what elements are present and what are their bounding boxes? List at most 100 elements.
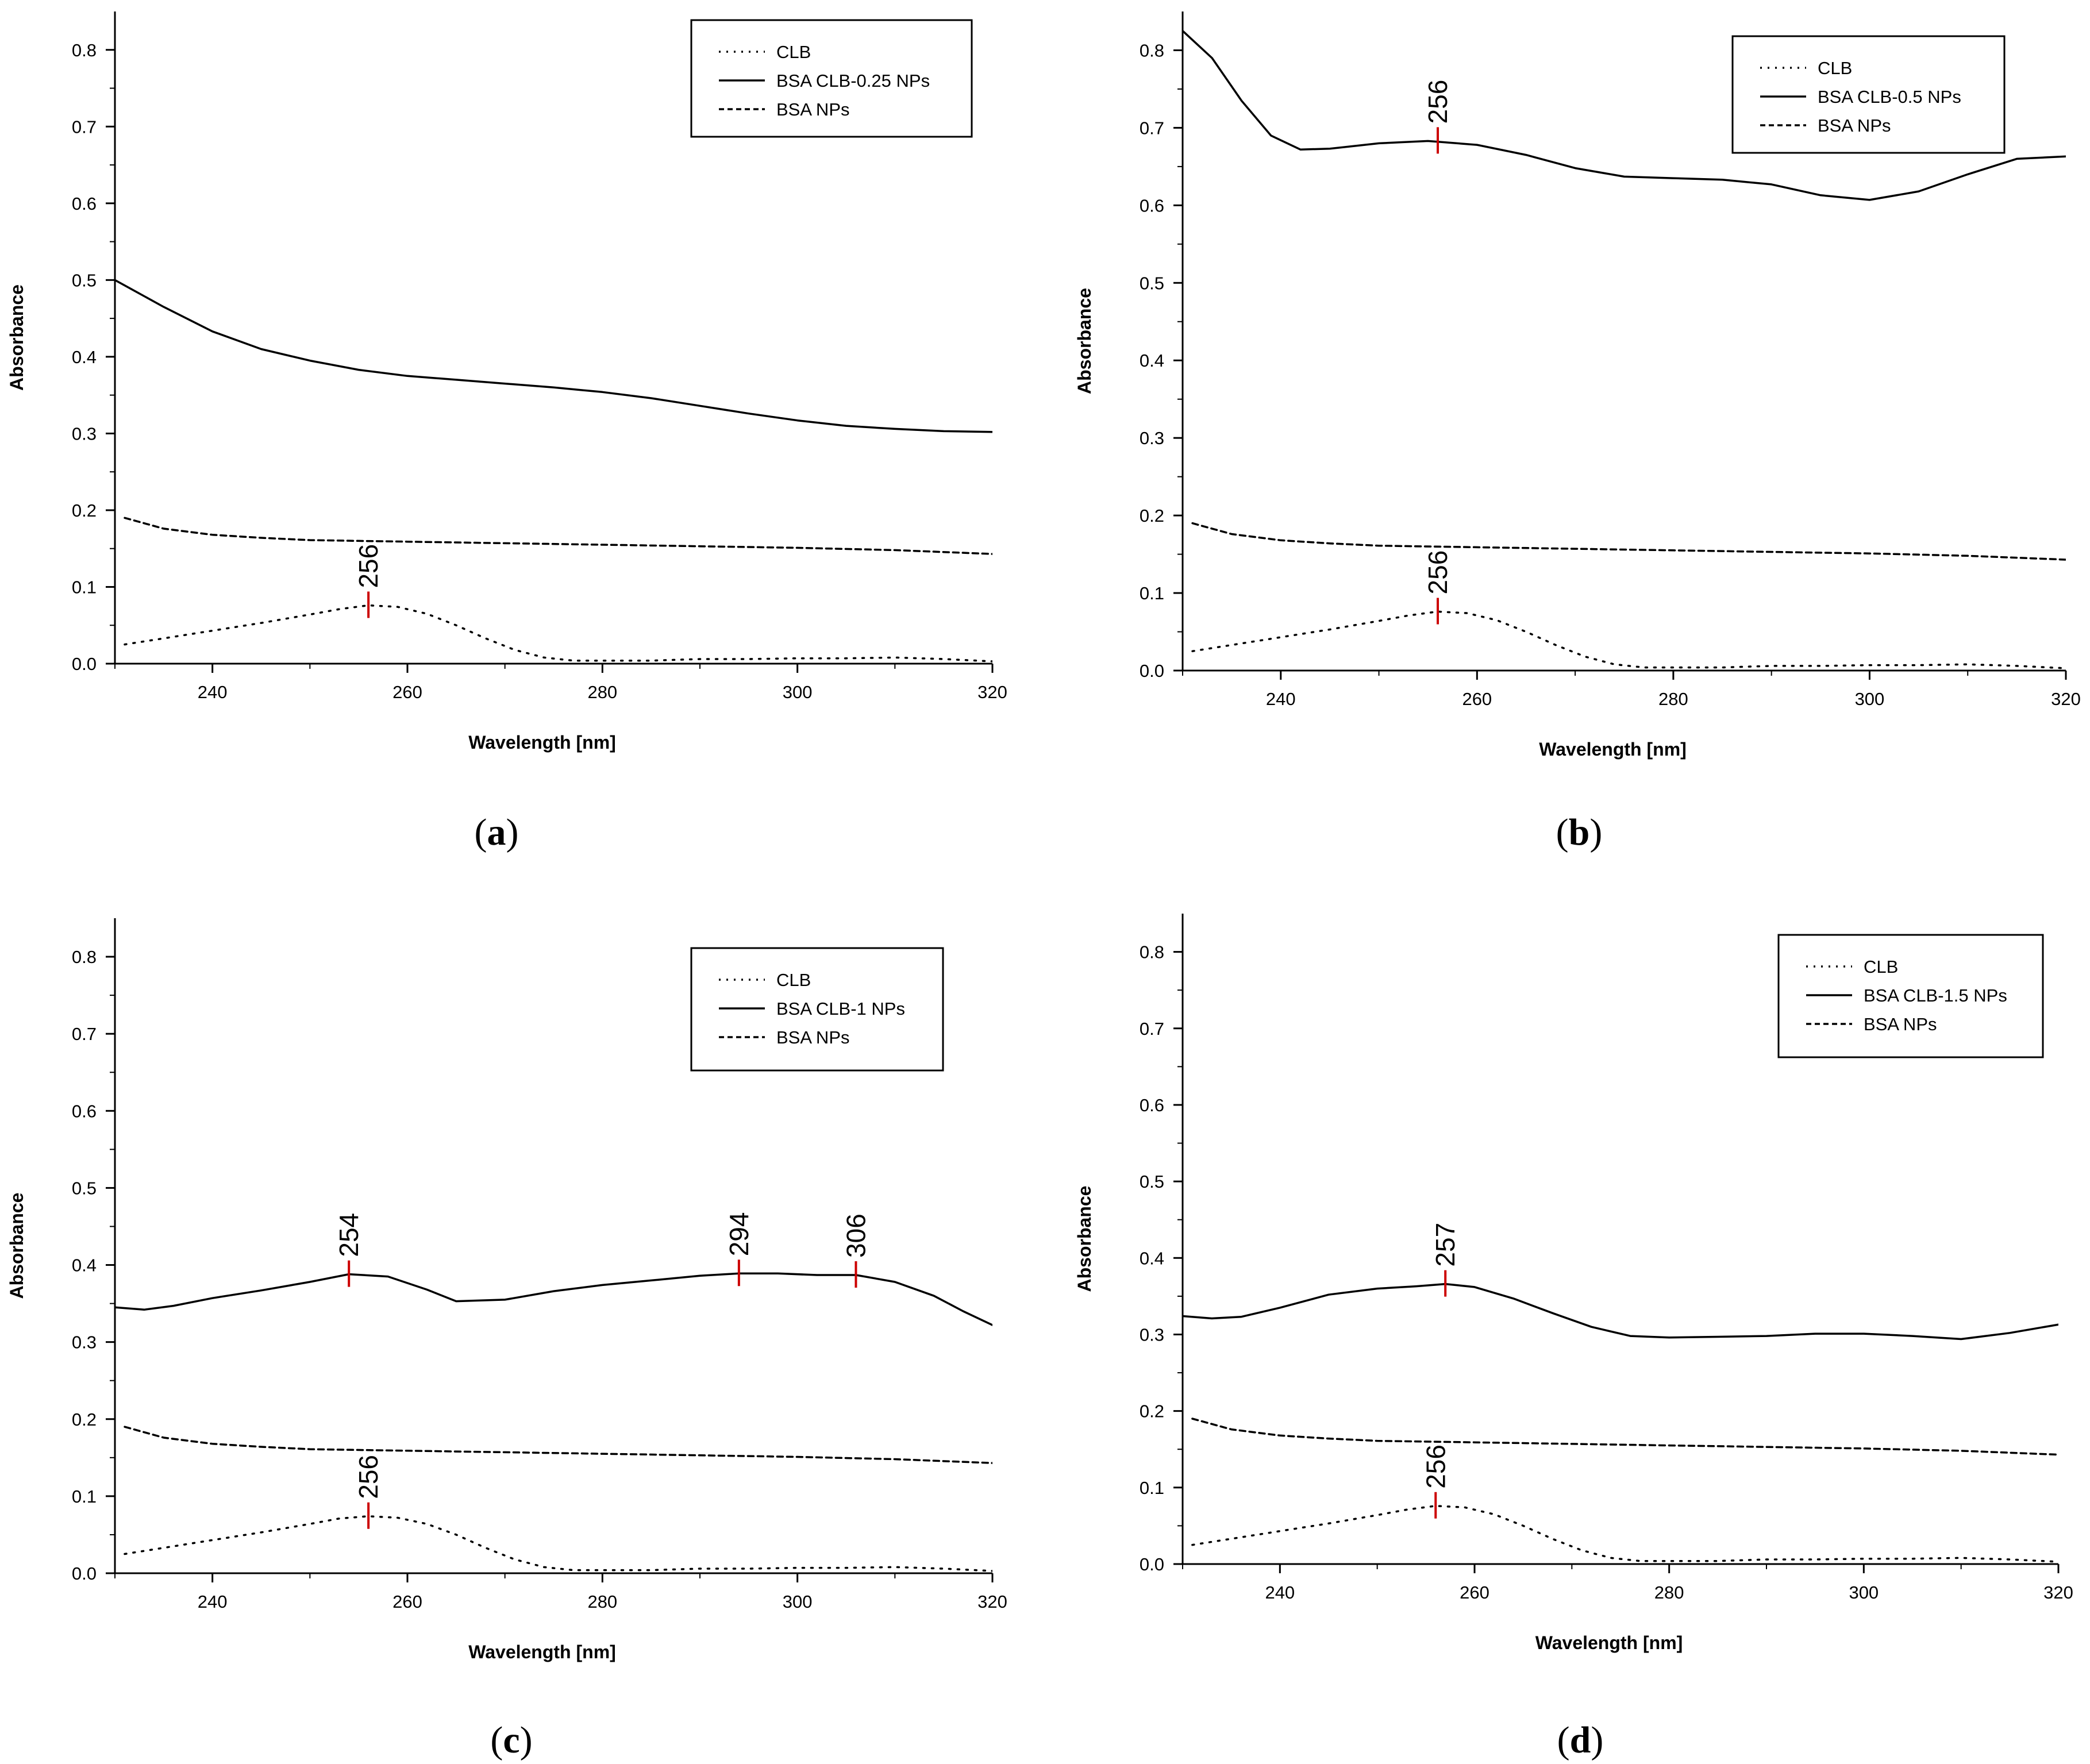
peak-label: 257 — [1430, 1223, 1460, 1267]
legend-box — [690, 19, 973, 138]
caption-letter: b — [1569, 811, 1590, 853]
y-tick-label: 0.6 — [72, 1101, 97, 1121]
series-line-dashed — [1191, 522, 2066, 561]
peak-label: 256 — [1421, 1445, 1450, 1489]
y-tick-label: 0.8 — [1140, 942, 1164, 962]
x-tick-label: 240 — [198, 1592, 228, 1612]
legend-label: BSA CLB-1 NPs — [776, 999, 905, 1019]
y-tick-label: 0.0 — [72, 1563, 97, 1584]
x-tick-label: 300 — [1855, 689, 1885, 709]
y-tick-label: 0.4 — [72, 1255, 97, 1276]
x-tick-label: 260 — [1462, 689, 1492, 709]
y-tick-label: 0.6 — [1140, 1095, 1164, 1115]
y-tick-label: 0.4 — [72, 347, 97, 367]
peak-label: 306 — [841, 1214, 871, 1258]
peak-label: 256 — [1423, 550, 1453, 595]
legend-label: BSA NPs — [1864, 1014, 1937, 1034]
chart-panel-a: 0.0 0.1 0.2 0.3 0.4 0.5 0.6 0.7 0.8 240 260 280 300 3… — [6, 11, 1007, 853]
y-tick-label: 0.3 — [1140, 1324, 1164, 1345]
series-line-dashed — [124, 517, 992, 555]
y-tick-label: 0.1 — [1140, 1478, 1164, 1498]
y-tick-label: 0.5 — [72, 1178, 97, 1198]
x-tick-label: 260 — [392, 682, 422, 702]
legend: CLB BSA CLB-1 NPs BSA NPs — [690, 947, 944, 1072]
series-line-solid — [115, 1272, 992, 1326]
x-axis-title: Wavelength [nm] — [1539, 739, 1687, 760]
legend-label: BSA CLB-0.25 NPs — [776, 71, 930, 91]
y-tick-label: 0.0 — [72, 654, 97, 674]
caption-close: ) — [520, 1719, 533, 1761]
x-tick-label: 240 — [1265, 1582, 1295, 1603]
chart-panel-b: 0.0 0.1 0.2 0.3 0.4 0.5 0.6 0.7 0.8 240 260 280 300 3… — [1074, 11, 2081, 853]
x-axis-title: Wavelength [nm] — [468, 1642, 616, 1662]
series-line-solid — [115, 279, 992, 433]
legend-label: CLB — [776, 970, 811, 990]
peak-label: 256 — [353, 1455, 383, 1499]
y-tick-label: 0.5 — [1140, 273, 1164, 293]
caption-close: ) — [1589, 811, 1602, 853]
y-tick-label: 0.0 — [1140, 1554, 1164, 1574]
x-tick-label: 320 — [2051, 689, 2081, 709]
y-tick-label: 0.0 — [1140, 661, 1164, 681]
y-tick-label: 0.8 — [72, 40, 97, 60]
panel-caption: (a) — [475, 811, 519, 853]
panel-caption: (d) — [1557, 1719, 1604, 1761]
y-tick-label: 0.1 — [1140, 583, 1164, 603]
x-tick-label: 280 — [587, 1592, 617, 1612]
caption-letter: d — [1570, 1719, 1591, 1761]
y-axis-title: Absorbance — [6, 1193, 27, 1299]
x-axis-title: Wavelength [nm] — [1535, 1632, 1683, 1653]
legend-label: CLB — [1818, 58, 1852, 78]
legend-label: BSA NPs — [776, 99, 850, 120]
caption-open: ( — [1556, 811, 1569, 853]
x-tick-label: 300 — [783, 682, 813, 702]
y-axis-title: Absorbance — [6, 284, 27, 391]
y-tick-label: 0.4 — [1140, 1248, 1164, 1268]
panel-caption: (b) — [1556, 811, 1603, 853]
caption-open: ( — [475, 811, 487, 853]
y-axis-title: Absorbance — [1074, 288, 1095, 394]
x-tick-label: 280 — [1658, 689, 1688, 709]
y-tick-label: 0.6 — [1140, 195, 1164, 215]
peak-label: 256 — [1423, 80, 1453, 124]
series-line-dashed — [1191, 1418, 2058, 1456]
x-tick-label: 300 — [783, 1592, 813, 1612]
chart-panel-d: 0.0 0.1 0.2 0.3 0.4 0.5 0.6 0.7 0.8 240 260 280 300 3… — [1074, 914, 2073, 1761]
y-tick-label: 0.4 — [1140, 351, 1164, 371]
y-tick-label: 0.2 — [72, 1409, 97, 1430]
y-tick-label: 0.7 — [72, 1024, 97, 1044]
y-tick-label: 0.3 — [72, 423, 97, 444]
x-tick-label: 300 — [1849, 1582, 1879, 1603]
y-tick-label: 0.7 — [72, 117, 97, 137]
series-line-dotted — [1191, 1505, 2058, 1563]
legend-box — [1731, 35, 2006, 154]
caption-letter: a — [487, 811, 506, 853]
legend-label: BSA CLB-0.5 NPs — [1818, 87, 1961, 107]
y-tick-label: 0.2 — [1140, 506, 1164, 526]
y-tick-label: 0.2 — [1140, 1401, 1164, 1422]
legend: CLB BSA CLB-0.5 NPs BSA NPs — [1731, 35, 2006, 154]
x-tick-label: 240 — [1266, 689, 1296, 709]
caption-letter: c — [503, 1719, 519, 1761]
x-tick-label: 280 — [1654, 1582, 1684, 1603]
y-tick-label: 0.5 — [1140, 1172, 1164, 1192]
series-line-dotted — [124, 1515, 992, 1572]
legend-label: BSA NPs — [1818, 115, 1891, 136]
y-axis-title: Absorbance — [1074, 1186, 1095, 1292]
x-tick-label: 240 — [198, 682, 228, 702]
legend: CLB BSA CLB-0.25 NPs BSA NPs — [690, 19, 973, 138]
y-tick-label: 0.3 — [1140, 428, 1164, 448]
legend-label: CLB — [776, 42, 811, 62]
x-tick-label: 260 — [1460, 1582, 1489, 1603]
peak-label: 254 — [334, 1213, 364, 1257]
series-line-dotted — [124, 604, 992, 663]
legend-label: CLB — [1864, 957, 1898, 977]
legend-label: BSA CLB-1.5 NPs — [1864, 985, 2007, 1006]
series-line-dotted — [1191, 610, 2066, 669]
panel-caption: (c) — [490, 1719, 532, 1761]
y-tick-label: 0.7 — [1140, 1019, 1164, 1039]
x-tick-label: 320 — [2043, 1582, 2073, 1603]
peak-label: 256 — [353, 544, 383, 588]
y-tick-label: 0.1 — [72, 1486, 97, 1507]
